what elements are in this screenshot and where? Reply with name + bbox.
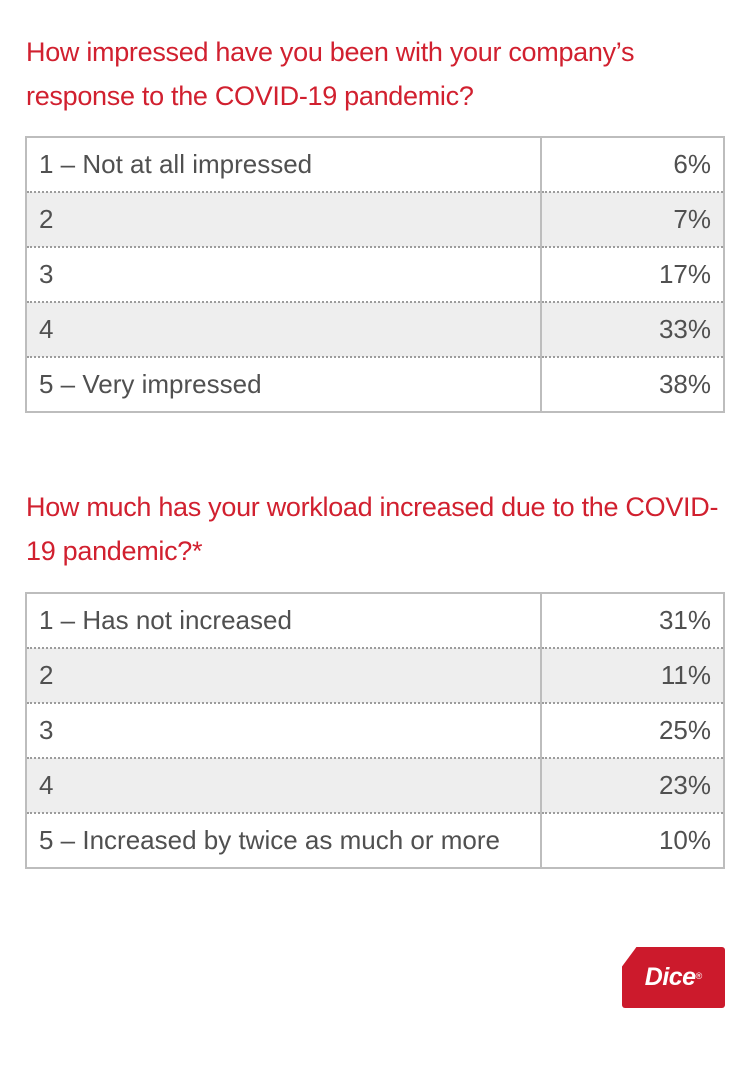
row-label: 2 bbox=[26, 192, 541, 248]
row-label: 5 – Very impressed bbox=[39, 369, 262, 399]
row-value: 17% bbox=[540, 247, 724, 303]
table-row: 5 – Very impressed 38% bbox=[26, 357, 724, 412]
table-row: 3 25% bbox=[26, 703, 724, 759]
table-row: 1 – Has not increased 31% bbox=[26, 593, 724, 649]
table-row: 4 33% bbox=[26, 302, 724, 358]
row-value: 23% bbox=[540, 758, 724, 814]
logo-text: Dice bbox=[644, 963, 696, 991]
row-label: 2 bbox=[26, 648, 541, 704]
question-1-title: How impressed have you been with your co… bbox=[26, 37, 635, 111]
row-value: 38% bbox=[540, 357, 724, 412]
row-value: 31% bbox=[540, 593, 724, 649]
row-value: 6% bbox=[540, 137, 724, 193]
row-label: 3 bbox=[26, 247, 541, 303]
table-row: 2 11% bbox=[26, 648, 724, 704]
row-value: 7% bbox=[540, 192, 724, 248]
row-label: 4 bbox=[26, 758, 541, 814]
table-row: 5 – Increased by twice as much or more 1… bbox=[26, 813, 724, 868]
table-row: 1 – Not at all impressed 6% bbox=[26, 137, 724, 193]
table-row: 3 17% bbox=[26, 247, 724, 303]
row-value: 11% bbox=[540, 648, 724, 704]
registered-mark: ® bbox=[695, 970, 703, 981]
row-value: 10% bbox=[540, 813, 724, 868]
row-label: 1 – Has not increased bbox=[26, 593, 541, 649]
row-label: 3 bbox=[26, 703, 541, 759]
survey-table-2: 1 – Has not increased 31% 2 11% 3 25% 4 … bbox=[25, 592, 725, 869]
table-row: 2 7% bbox=[26, 192, 724, 248]
row-value: 33% bbox=[540, 302, 724, 358]
table-row: 4 23% bbox=[26, 758, 724, 814]
row-label: 1 – Not at all impressed bbox=[26, 137, 541, 193]
survey-table-1: 1 – Not at all impressed 6% 2 7% 3 17% 4… bbox=[25, 136, 725, 413]
dice-logo: Dice ® bbox=[622, 947, 725, 1008]
question-2-title: How much has your workload increased due… bbox=[26, 492, 719, 566]
row-value: 25% bbox=[540, 703, 724, 759]
row-label: 4 bbox=[26, 302, 541, 358]
row-label: 5 – Increased by twice as much or more bbox=[39, 825, 500, 855]
